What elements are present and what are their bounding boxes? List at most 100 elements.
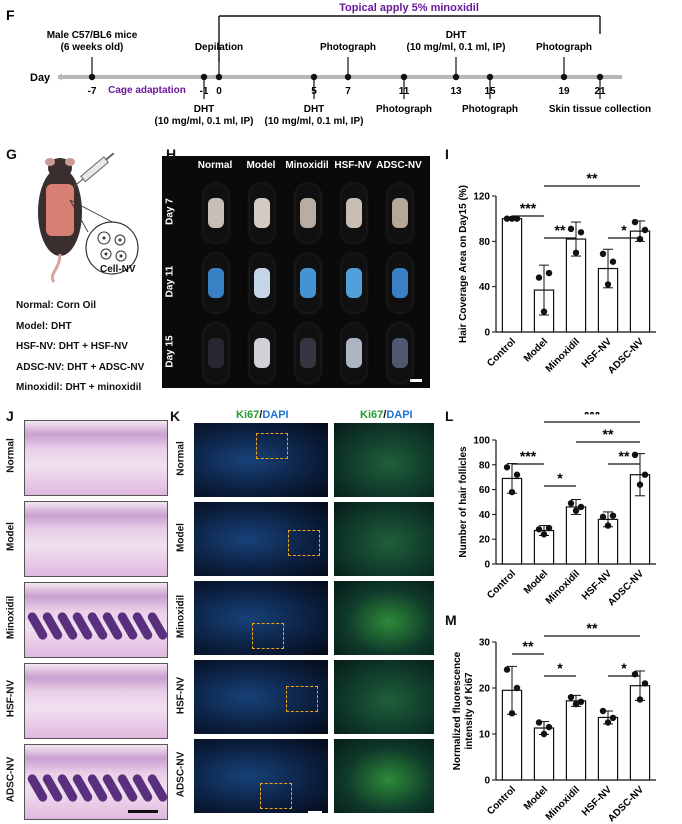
data-point <box>540 730 548 738</box>
data-point <box>577 698 585 705</box>
data-point <box>636 696 644 703</box>
if-overview-image <box>194 660 328 734</box>
data-point <box>513 684 521 692</box>
data-point <box>513 471 521 478</box>
y-axis-label: Normalized fluorescenceintensity of Ki67 <box>452 651 475 770</box>
significance-label: * <box>557 470 563 486</box>
if-header-left: Ki67/DAPI <box>236 409 289 421</box>
timeline-bottom-label: Skin tissue collection <box>549 104 651 115</box>
mouse-photo <box>204 184 228 242</box>
data-point <box>503 464 511 471</box>
timeline-top-label: Male C57/BL6 mice <box>47 30 138 41</box>
panel-label-l: L <box>445 408 454 424</box>
he-image <box>24 501 168 577</box>
scale-bar <box>410 379 422 382</box>
y-axis-label: Number of hair follicles <box>458 446 469 558</box>
significance-label: ** <box>603 426 614 442</box>
depilated-area <box>254 268 270 298</box>
he-row-label: Normal <box>5 438 17 473</box>
he-row-label: Minoxidil <box>5 595 17 640</box>
timeline-panel: F Topical apply 5% minoxidil Day Cage ad… <box>6 2 651 127</box>
data-point <box>567 694 575 701</box>
he-image <box>24 663 168 739</box>
timeline-bottom-label: DHT <box>304 104 325 115</box>
photo-column-header: HSF-NV <box>334 160 372 171</box>
if-zoom-image <box>334 502 434 576</box>
timeline-top-label: Photograph <box>536 42 592 53</box>
panel-label-m: M <box>445 612 457 628</box>
depilated-area <box>392 198 408 228</box>
data-point <box>631 451 639 459</box>
x-tick-label: Control <box>485 568 518 601</box>
mouse-photo <box>342 324 366 382</box>
timeline-bottom-label: DHT <box>194 104 215 115</box>
data-point <box>641 226 649 234</box>
bar <box>597 716 619 781</box>
mouse-photo <box>388 184 412 242</box>
if-row-label: Minoxidil <box>175 594 187 639</box>
photo-column-header: Model <box>246 160 276 171</box>
significance-label: * <box>557 660 563 676</box>
panel-label-j: J <box>6 408 14 424</box>
y-tick-label: 20 <box>479 535 491 546</box>
data-point <box>540 531 548 538</box>
bar <box>629 230 651 333</box>
data-point <box>535 719 543 726</box>
timeline-top-label: Photograph <box>320 42 376 53</box>
depilated-area <box>346 338 362 368</box>
mouse-injection-illustration <box>38 152 139 283</box>
mouse-photo <box>388 254 412 312</box>
bar <box>565 506 587 565</box>
timeline-bottom-label: Photograph <box>376 104 432 115</box>
significance-label: *** <box>520 448 537 464</box>
depilated-area <box>392 268 408 298</box>
x-tick-label: Control <box>485 336 518 369</box>
data-point <box>577 229 585 236</box>
data-point <box>572 507 580 514</box>
group-definition: HSF-NV: DHT + HSF-NV <box>16 341 128 352</box>
data-point <box>540 308 548 315</box>
depilated-area <box>208 268 224 298</box>
data-point <box>567 225 575 233</box>
x-tick-label: Model <box>522 336 550 364</box>
he-image <box>24 420 168 496</box>
zoom-region-box <box>252 623 284 649</box>
data-point <box>609 258 617 265</box>
timeline-top-label: Depilation <box>195 42 243 53</box>
x-tick-label: ADSC-NV <box>606 336 646 376</box>
significance-label: ** <box>587 620 598 636</box>
depilated-area <box>300 198 316 228</box>
timeline-day: 19 <box>558 86 570 97</box>
data-point <box>604 522 612 529</box>
if-row-label: Model <box>175 523 187 552</box>
mouse-photo <box>204 324 228 382</box>
significance-label: ** <box>619 448 630 464</box>
mouse-photo <box>204 254 228 312</box>
photo-column-header: Normal <box>197 160 233 171</box>
zoom-region-box <box>288 530 320 556</box>
zoom-region-box <box>260 783 292 809</box>
timeline-bottom-label: (10 mg/ml, 0.1 ml, IP) <box>265 116 364 127</box>
bar <box>565 700 587 781</box>
mouse-photo-grid: Normal Model Minoxidil HSF-NV ADSC-NV Day 7 Da… <box>162 156 430 388</box>
data-point <box>599 513 607 521</box>
if-overview-image <box>194 502 328 576</box>
data-point <box>599 707 607 715</box>
mouse-photo <box>296 324 320 382</box>
y-tick-label: 80 <box>479 460 491 471</box>
group-definition: Minoxidil: DHT + minoxidil <box>16 382 142 393</box>
mouse-photo <box>296 184 320 242</box>
depilated-area <box>346 268 362 298</box>
significance-label: ** <box>523 638 534 654</box>
timeline-day: 7 <box>345 86 351 97</box>
group-definition: Normal: Corn Oil <box>16 300 97 311</box>
timeline-bottom-label: Photograph <box>462 104 518 115</box>
he-staining-panel: Normal Model Minoxidil HSF-NV ADSC-NV <box>0 412 170 822</box>
zoom-region-box <box>256 433 288 459</box>
significance-label: ** <box>587 170 598 186</box>
timeline-day: -7 <box>88 86 97 97</box>
panel-label-k: K <box>170 408 181 424</box>
if-row-label: Normal <box>175 441 187 476</box>
cell-nv-label: Cell-NV <box>100 264 136 275</box>
